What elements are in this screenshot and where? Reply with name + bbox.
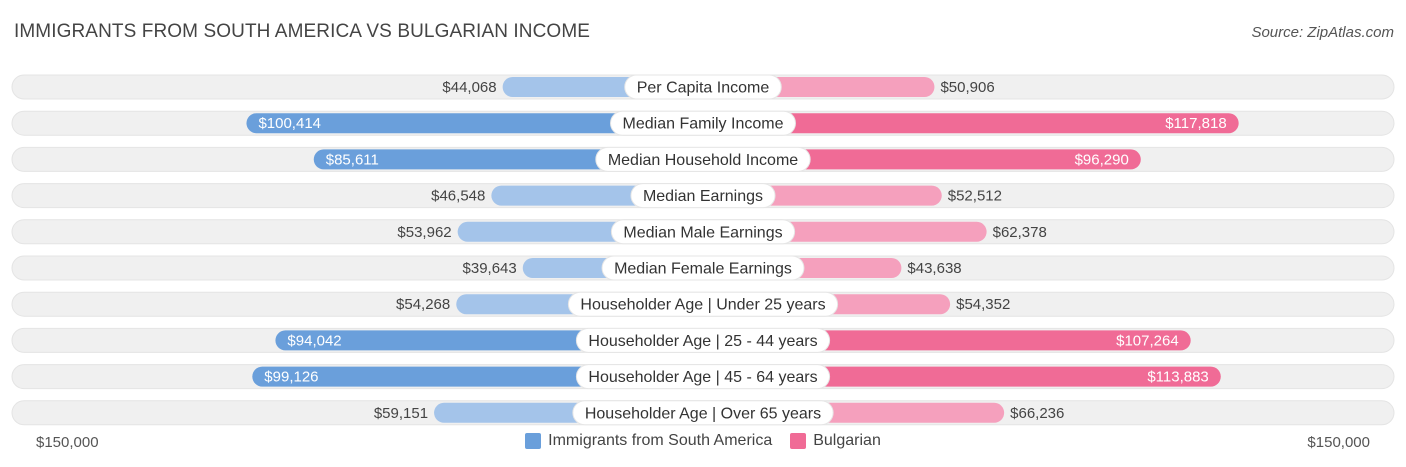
value-label-left: $44,068 xyxy=(442,79,496,96)
value-label-left: $59,151 xyxy=(374,405,428,422)
category-label: Median Earnings xyxy=(643,188,763,205)
bar-left xyxy=(246,113,703,134)
value-label-right: $117,818 xyxy=(1165,115,1226,132)
value-label-right: $54,352 xyxy=(956,296,1010,313)
legend: Immigrants from South America Bulgarian xyxy=(0,432,1406,450)
value-label-right: $66,236 xyxy=(1010,405,1064,422)
category-pill xyxy=(610,110,796,136)
category-label: Householder Age | Under 25 years xyxy=(580,297,825,314)
value-label-left: $99,126 xyxy=(264,369,318,386)
value-label-right: $113,883 xyxy=(1147,369,1208,386)
axis-label-right: $150,000 xyxy=(1307,434,1370,451)
value-label-left: $53,962 xyxy=(397,224,451,241)
category-label: Median Family Income xyxy=(623,116,784,133)
value-label-left: $54,268 xyxy=(396,296,450,313)
legend-label-bulgarian: Bulgarian xyxy=(813,432,881,449)
bar-right xyxy=(703,113,1239,134)
value-label-right: $50,906 xyxy=(940,79,994,96)
value-label-right: $62,378 xyxy=(993,224,1047,241)
bar-right xyxy=(703,149,1141,170)
value-label-left: $100,414 xyxy=(258,115,321,132)
value-label-left: $46,548 xyxy=(431,188,485,205)
category-pill xyxy=(630,183,776,209)
value-label-right: $107,264 xyxy=(1116,332,1179,349)
category-label: Householder Age | 45 - 64 years xyxy=(588,369,817,386)
category-label: Householder Age | 25 - 44 years xyxy=(588,333,817,350)
value-label-right: $52,512 xyxy=(948,188,1002,205)
category-pill xyxy=(595,146,811,172)
value-label-right: $43,638 xyxy=(907,260,961,277)
legend-swatch-south-america xyxy=(525,433,542,449)
category-label: Per Capita Income xyxy=(637,80,770,97)
legend-label-south-america: Immigrants from South America xyxy=(548,432,773,449)
category-pill xyxy=(575,364,831,390)
category-pill xyxy=(572,400,834,426)
category-label: Median Household Income xyxy=(608,152,798,169)
value-label-left: $39,643 xyxy=(463,260,517,277)
legend-item-south-america: Immigrants from South America xyxy=(525,432,772,450)
chart-source: Source: ZipAtlas.com xyxy=(1251,24,1394,41)
axis-label-left: $150,000 xyxy=(36,434,99,451)
legend-swatch-bulgarian xyxy=(790,433,807,449)
legend-item-bulgarian: Bulgarian xyxy=(790,432,881,450)
value-label-left: $85,611 xyxy=(326,151,379,168)
category-label: Householder Age | Over 65 years xyxy=(585,405,821,422)
category-pill xyxy=(575,327,831,353)
category-label: Median Female Earnings xyxy=(614,261,792,278)
value-label-right: $96,290 xyxy=(1075,151,1129,168)
value-label-left: $94,042 xyxy=(287,332,341,349)
chart-title: IMMIGRANTS FROM SOUTH AMERICA VS BULGARI… xyxy=(14,21,591,42)
bar-right xyxy=(703,366,1221,387)
category-pill xyxy=(624,74,782,100)
category-pill xyxy=(567,291,839,317)
category-pill xyxy=(610,219,796,245)
category-pill xyxy=(601,255,805,281)
category-label: Median Male Earnings xyxy=(623,224,782,241)
